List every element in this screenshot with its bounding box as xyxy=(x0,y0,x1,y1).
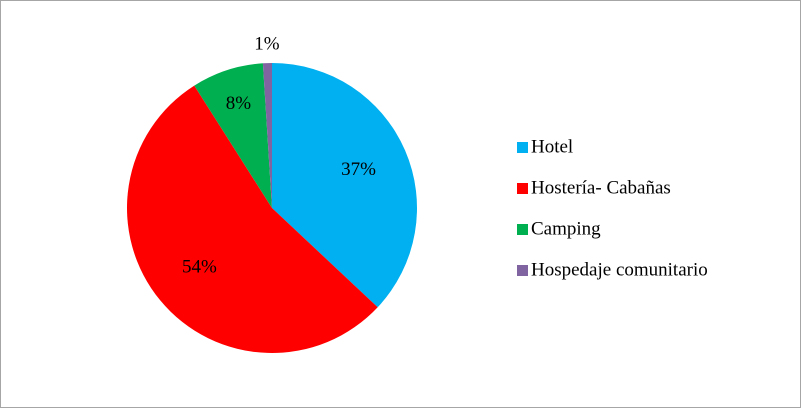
legend: Hotel Hostería- Cabañas Camping Hospedaje c… xyxy=(517,136,708,280)
legend-swatch xyxy=(517,183,528,194)
pie-slice xyxy=(194,63,272,208)
data-label: 37% xyxy=(341,159,376,180)
legend-swatch xyxy=(517,224,528,235)
legend-label: Hotel xyxy=(531,136,573,157)
legend-label: Hostería- Cabañas xyxy=(531,177,671,198)
pie-slice xyxy=(272,63,417,308)
data-label: 1% xyxy=(254,33,280,54)
legend-swatch xyxy=(517,265,528,276)
legend-label: Camping xyxy=(531,218,601,239)
legend-swatch xyxy=(517,142,528,153)
pie-slice xyxy=(262,63,272,208)
pie: 37% 54% 8% 1% xyxy=(126,33,417,353)
data-label: 8% xyxy=(226,93,252,114)
legend-label: Hospedaje comunitario xyxy=(531,259,708,280)
pie-slice xyxy=(126,85,378,353)
data-label: 54% xyxy=(182,256,217,277)
